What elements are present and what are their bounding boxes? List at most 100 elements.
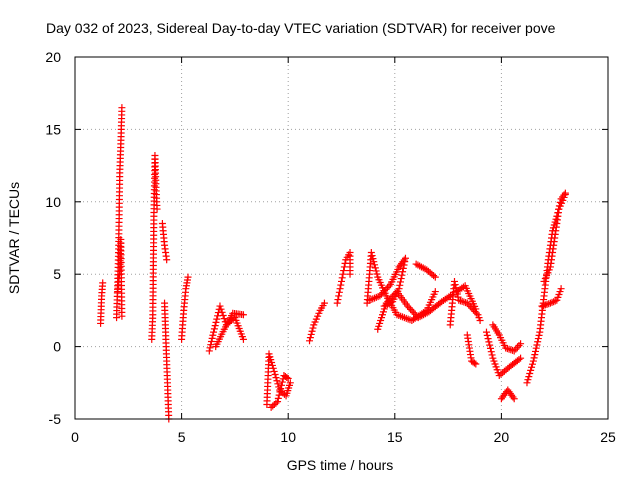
data-point — [529, 357, 537, 365]
data-point — [486, 344, 494, 352]
data-point — [526, 369, 534, 377]
data-point — [486, 341, 494, 349]
data-point — [532, 347, 540, 355]
data-point — [431, 288, 439, 296]
data-point — [561, 191, 569, 199]
data-point — [274, 398, 282, 406]
data-point — [274, 380, 282, 388]
x-tick-label: 10 — [280, 429, 296, 445]
data-point — [335, 292, 343, 300]
data-point — [534, 335, 542, 343]
x-tick-label: 5 — [178, 429, 186, 445]
data-series — [97, 104, 569, 423]
plot-frame — [74, 56, 609, 420]
data-point — [400, 261, 408, 269]
data-point — [387, 294, 395, 302]
data-point — [239, 311, 247, 319]
data-point — [273, 377, 281, 385]
y-tick-label: 10 — [45, 194, 61, 210]
data-point — [212, 318, 220, 326]
data-point — [465, 301, 473, 309]
data-point — [333, 299, 341, 307]
data-point — [472, 305, 480, 313]
data-point — [430, 272, 438, 280]
data-point — [382, 299, 390, 307]
data-point — [335, 288, 343, 296]
data-point — [220, 315, 228, 323]
data-point — [208, 334, 216, 342]
data-point — [407, 305, 415, 313]
data-point — [388, 293, 396, 301]
data-point — [271, 371, 279, 379]
data-point — [210, 325, 218, 333]
axis-ticks: 0 5 10 15 20 25 -5 0 5 10 15 20 — [45, 49, 616, 445]
data-point — [306, 337, 314, 345]
data-point — [211, 322, 219, 330]
data-point — [337, 281, 345, 289]
data-point — [270, 367, 278, 375]
y-tick-label: 0 — [53, 339, 61, 355]
data-point — [379, 289, 387, 297]
data-point — [283, 373, 291, 381]
data-point — [272, 399, 280, 407]
data-point — [369, 255, 377, 263]
data-point — [548, 298, 556, 306]
data-point — [523, 379, 531, 387]
data-point — [454, 293, 462, 301]
x-tick-label: 20 — [494, 429, 510, 445]
data-point — [528, 360, 536, 368]
data-point — [153, 205, 161, 213]
data-point — [306, 334, 314, 342]
data-point — [213, 315, 221, 323]
data-point — [476, 317, 484, 325]
data-point — [472, 309, 480, 317]
data-point — [286, 379, 294, 387]
y-tick-label: -5 — [49, 411, 62, 427]
data-point — [484, 335, 492, 343]
data-point — [534, 338, 542, 346]
data-point — [384, 298, 392, 306]
data-point — [219, 311, 227, 319]
data-point — [371, 261, 379, 269]
data-point — [206, 344, 214, 352]
data-point — [530, 354, 538, 362]
y-tick-label: 20 — [45, 49, 61, 65]
data-point — [272, 374, 280, 382]
data-point — [401, 254, 409, 262]
data-point — [308, 327, 316, 335]
data-point — [550, 298, 558, 306]
data-point — [274, 394, 282, 402]
data-point — [527, 366, 535, 374]
data-point — [451, 281, 459, 289]
data-point — [410, 309, 418, 317]
data-point — [284, 374, 292, 382]
data-point — [205, 347, 213, 355]
data-point — [396, 278, 404, 286]
data-point — [382, 285, 390, 293]
data-point — [533, 341, 541, 349]
x-tick-label: 25 — [600, 429, 616, 445]
data-point — [385, 282, 393, 290]
data-point — [488, 351, 496, 359]
data-point — [370, 258, 378, 266]
data-point — [401, 258, 409, 266]
x-tick-label: 0 — [71, 429, 79, 445]
data-point — [371, 264, 379, 272]
data-point — [463, 299, 471, 307]
data-point — [385, 296, 393, 304]
data-point — [399, 268, 407, 276]
x-axis-label: GPS time / hours — [287, 457, 394, 473]
data-point — [531, 351, 539, 359]
y-tick-label: 15 — [45, 121, 61, 137]
chart-title: Day 032 of 2023, Sidereal Day-to-day VTE… — [46, 20, 556, 36]
data-point — [163, 256, 171, 264]
data-point — [373, 270, 381, 278]
data-point — [269, 364, 277, 372]
data-point — [380, 287, 388, 295]
data-point — [339, 270, 347, 278]
data-point — [528, 363, 536, 371]
data-point — [338, 277, 345, 285]
data-point — [377, 290, 385, 298]
data-point — [396, 281, 404, 289]
